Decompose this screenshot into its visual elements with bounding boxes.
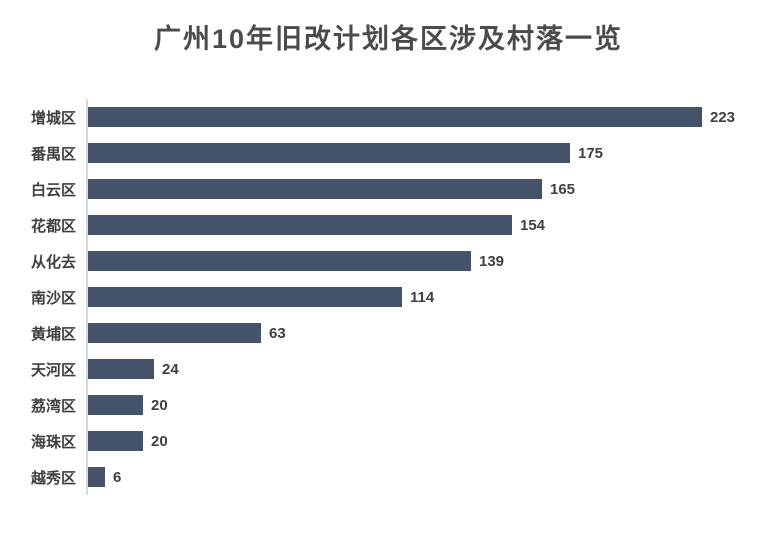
bar — [88, 287, 402, 307]
chart-row: 番禺区 175 — [0, 135, 777, 171]
bar — [88, 179, 542, 199]
category-label: 荔湾区 — [30, 397, 76, 415]
category-label: 从化去 — [30, 253, 76, 271]
value-label: 139 — [479, 252, 505, 270]
value-label: 223 — [710, 108, 736, 126]
category-label: 海珠区 — [30, 433, 76, 451]
bar — [88, 251, 471, 271]
category-label: 增城区 — [30, 109, 76, 127]
category-label: 花都区 — [30, 217, 76, 235]
chart-row: 海珠区 20 — [0, 423, 777, 459]
category-label: 越秀区 — [30, 469, 76, 487]
bar — [88, 431, 143, 451]
value-label: 20 — [151, 432, 168, 450]
value-label: 154 — [520, 216, 546, 234]
plot-area: 24 — [86, 351, 777, 387]
plot-area: 165 — [86, 171, 777, 207]
value-label: 24 — [162, 360, 179, 378]
chart-row: 花都区 154 — [0, 207, 777, 243]
value-label: 63 — [269, 324, 286, 342]
chart-row: 南沙区 114 — [0, 279, 777, 315]
chart-row: 荔湾区 20 — [0, 387, 777, 423]
plot-area: 6 — [86, 459, 777, 495]
chart-row: 从化去 139 — [0, 243, 777, 279]
category-label: 番禺区 — [30, 145, 76, 163]
bar — [88, 359, 154, 379]
chart-row: 黄埔区 63 — [0, 315, 777, 351]
plot-area: 20 — [86, 387, 777, 423]
value-label: 114 — [410, 288, 435, 306]
plot-area: 114 — [86, 279, 777, 315]
plot-area: 63 — [86, 315, 777, 351]
bar-chart: 增城区 223 番禺区 175 白云区 165 花都区 154 从化去 139 南沙区 114 黄埔区 6… — [0, 99, 777, 495]
value-label: 165 — [550, 180, 576, 198]
chart-row: 增城区 223 — [0, 99, 777, 135]
category-label: 白云区 — [30, 181, 76, 199]
chart-row: 白云区 165 — [0, 171, 777, 207]
bar — [88, 395, 143, 415]
category-label: 南沙区 — [30, 289, 76, 307]
value-label: 20 — [151, 396, 168, 414]
plot-area: 20 — [86, 423, 777, 459]
chart-row: 天河区 24 — [0, 351, 777, 387]
plot-area: 139 — [86, 243, 777, 279]
value-label: 175 — [578, 144, 604, 162]
plot-area: 175 — [86, 135, 777, 171]
value-label: 6 — [113, 468, 122, 486]
bar — [88, 107, 702, 127]
category-label: 天河区 — [30, 361, 76, 379]
bar — [88, 467, 105, 487]
bar — [88, 323, 261, 343]
category-label: 黄埔区 — [30, 325, 76, 343]
plot-area: 154 — [86, 207, 777, 243]
plot-area: 223 — [86, 99, 777, 135]
bar — [88, 143, 570, 163]
bar — [88, 215, 512, 235]
chart-row: 越秀区 6 — [0, 459, 777, 495]
chart-title: 广州10年旧改计划各区涉及村落一览 — [153, 24, 624, 54]
